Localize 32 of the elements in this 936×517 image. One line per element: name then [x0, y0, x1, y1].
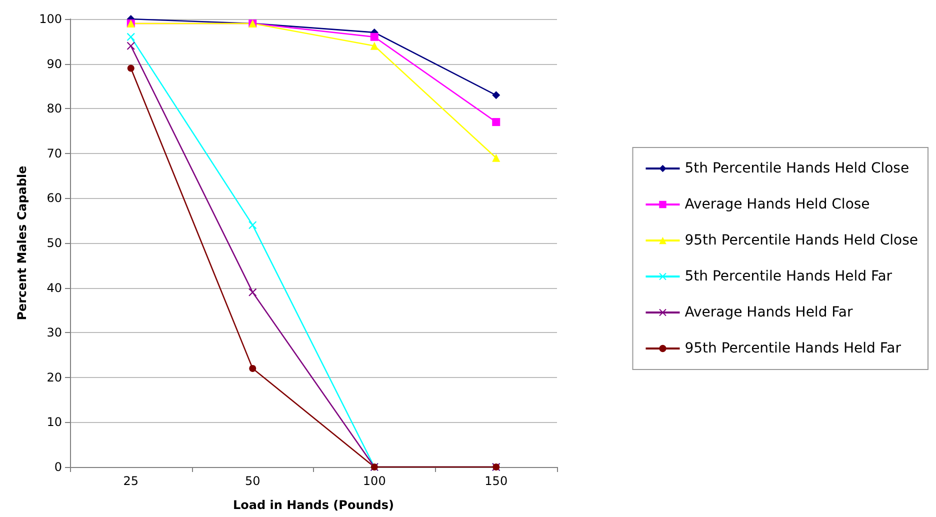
point	[126, 32, 135, 41]
point	[248, 221, 257, 230]
x-tick-label: 25	[123, 474, 139, 488]
legend-label: 95th Percentile Hands Held Close	[684, 232, 918, 248]
y-tick-label: 60	[46, 191, 62, 206]
point	[492, 91, 500, 100]
y-axis-title: Percent Males Capable	[15, 166, 29, 320]
x-axis-title: Load in Hands (Pounds)	[232, 498, 394, 512]
y-tick-label: 100	[39, 12, 62, 26]
y-tick-label: 30	[46, 326, 62, 340]
legend-label: 5th Percentile Hands Held Close	[684, 160, 910, 176]
point	[370, 32, 378, 41]
y-tick-label: 0	[54, 460, 62, 474]
point	[492, 118, 500, 126]
legend-label: 5th Percentile Hands Held Far	[684, 268, 892, 284]
y-tick-label: 80	[46, 102, 62, 116]
legend-label: Average Hands Held Far	[684, 304, 853, 320]
y-tick-label: 40	[46, 280, 62, 295]
x-tick-label: 100	[362, 474, 386, 488]
x-tick-label: 150	[484, 474, 508, 488]
y-tick-label: 70	[46, 146, 62, 160]
y-tick-label: 50	[46, 236, 62, 250]
y-tick-label: 90	[46, 56, 62, 71]
y-tick-label: 20	[46, 370, 62, 384]
point	[249, 364, 256, 372]
legend-label: 95th Percentile Hands Held Far	[684, 340, 902, 356]
point	[248, 288, 257, 296]
y-tick-label: 10	[46, 415, 62, 430]
x-tick-label: 50	[244, 474, 260, 488]
point	[127, 64, 134, 72]
point	[126, 42, 135, 50]
legend-label: Average Hands Held Close	[684, 196, 870, 212]
